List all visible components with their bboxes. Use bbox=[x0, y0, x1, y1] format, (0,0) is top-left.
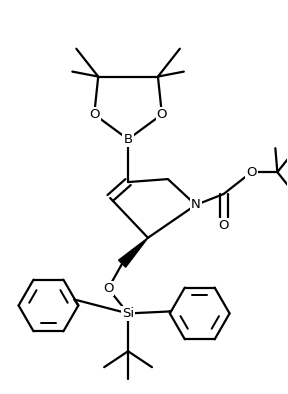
Text: O: O bbox=[89, 108, 99, 121]
Text: O: O bbox=[103, 282, 113, 295]
Text: B: B bbox=[124, 133, 133, 146]
Text: O: O bbox=[246, 165, 257, 178]
Polygon shape bbox=[119, 238, 148, 267]
Text: N: N bbox=[191, 199, 201, 212]
Text: Si: Si bbox=[122, 307, 134, 320]
Text: O: O bbox=[157, 108, 167, 121]
Text: O: O bbox=[218, 219, 229, 232]
